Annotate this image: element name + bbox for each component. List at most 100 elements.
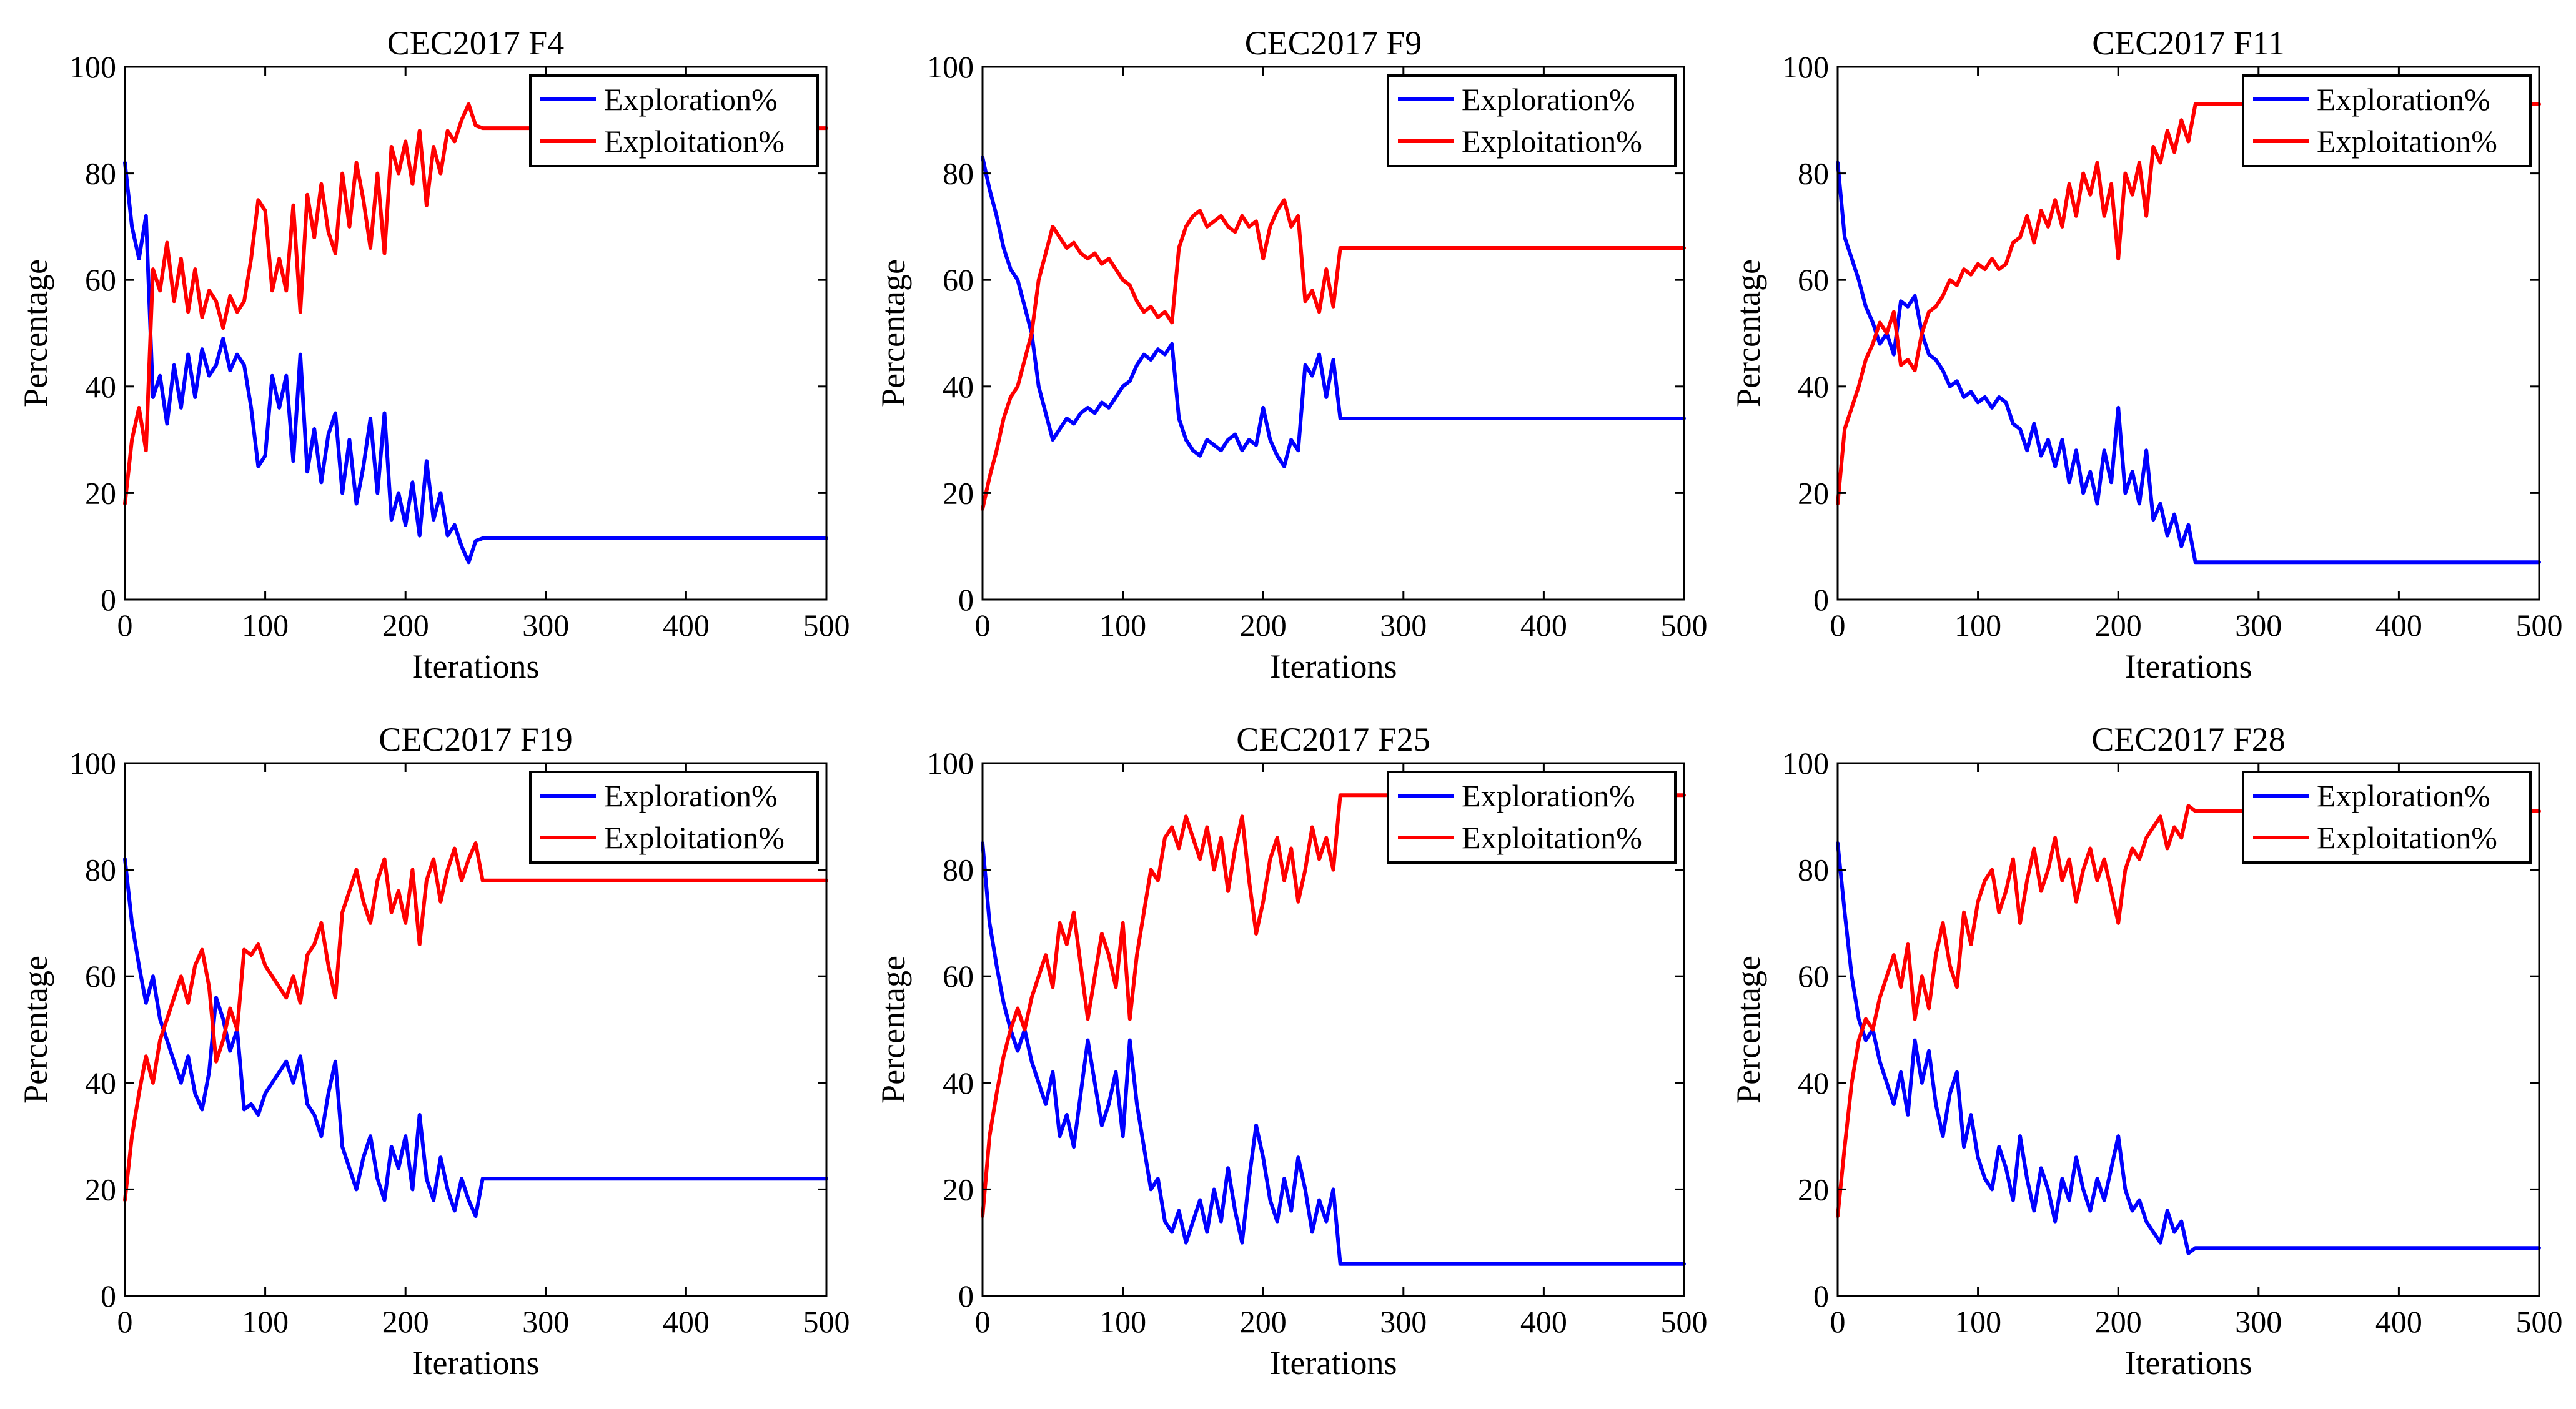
y-tick-label: 40 [85,369,116,404]
y-tick-label: 80 [943,156,974,191]
exploitation-series-line [1836,102,2541,506]
x-tick-label: 300 [1380,1304,1427,1339]
plot-area-frame [124,66,828,601]
y-tick-label: 0 [1813,582,1829,617]
x-tick-label: 400 [663,608,710,643]
y-axis-title: Percentage [1730,259,1767,407]
chart-title: CEC2017 F25 [1236,721,1430,758]
y-tick-label: 40 [1798,369,1829,404]
x-axis-title: Iterations [1270,648,1397,685]
chart-panel-4: CEC2017 F19 0 100 200 300 400 500 0 20 40 60 80 100 I… [17,721,850,1382]
x-axis-title: Iterations [1270,1344,1397,1382]
legend-box [1387,74,1677,167]
x-tick-label: 500 [803,1304,850,1339]
exploitation-series-line [981,198,1686,511]
x-tick-label: 500 [2516,1304,2563,1339]
legend-label-exploration: Exploration% [1462,778,1635,813]
x-tick-label: 300 [2235,608,2282,643]
exploration-series-line [981,156,1686,468]
x-tick-label: 400 [1520,608,1567,643]
y-tick-label: 80 [1798,853,1829,887]
y-tick-label: 100 [1782,49,1829,84]
legend-label-exploitation: Exploitation% [604,820,785,855]
exploitation-series-line [123,841,828,1202]
x-tick-label: 100 [1954,1304,2001,1339]
plot-area-frame [1836,762,2540,1297]
x-tick-label: 200 [382,608,429,643]
y-tick-label: 40 [943,1065,974,1100]
legend-label-exploration: Exploration% [1462,82,1635,117]
chart-title: CEC2017 F28 [2091,721,2286,758]
y-tick-label: 60 [1798,959,1829,994]
x-tick-label: 0 [1830,1304,1846,1339]
x-tick-label: 300 [522,1304,569,1339]
y-tick-label: 0 [101,582,116,617]
y-axis-title: Percentage [1730,956,1767,1104]
chart-title: CEC2017 F4 [387,24,565,62]
y-tick-label: 40 [943,369,974,404]
y-tick-label: 100 [927,49,974,84]
y-tick-label: 20 [1798,1172,1829,1207]
legend: Exploration% Exploitation% [1387,771,1677,864]
legend-label-exploitation: Exploitation% [2317,124,2497,159]
x-tick-label: 500 [1661,608,1708,643]
y-tick-label: 40 [1798,1065,1829,1100]
x-tick-label: 300 [2235,1304,2282,1339]
legend-box [1387,771,1677,864]
y-tick-label: 0 [958,1278,974,1313]
legend-label-exploitation: Exploitation% [1462,820,1642,855]
y-tick-label: 20 [1798,475,1829,510]
legend: Exploration% Exploitation% [1387,74,1677,167]
exploitation-series-line [123,102,828,506]
x-axis-title: Iterations [2125,1344,2252,1382]
x-axis-title: Iterations [412,648,540,685]
x-tick-label: 300 [522,608,569,643]
legend-label-exploitation: Exploitation% [1462,124,1642,159]
y-tick-label: 60 [85,959,116,994]
legend-label-exploration: Exploration% [2317,778,2490,813]
y-tick-label: 20 [943,1172,974,1207]
x-tick-label: 400 [2375,1304,2422,1339]
x-tick-label: 400 [1520,1304,1567,1339]
y-tick-label: 100 [927,746,974,781]
plot-area-frame [981,762,1685,1297]
exploration-series-line [981,841,1686,1266]
x-tick-label: 200 [1240,1304,1287,1339]
legend: Exploration% Exploitation% [529,771,819,864]
x-tick-label: 500 [2516,608,2563,643]
y-tick-label: 0 [1813,1278,1829,1313]
legend-label-exploitation: Exploitation% [2317,820,2497,855]
chart-title: CEC2017 F9 [1245,24,1422,62]
chart-panel-5: CEC2017 F25 0 100 200 300 400 500 0 20 40 60 80 100 I… [874,721,1708,1382]
x-tick-label: 0 [975,1304,991,1339]
legend-box [2242,74,2532,167]
x-tick-label: 100 [1099,1304,1146,1339]
x-tick-label: 0 [975,608,991,643]
x-tick-label: 300 [1380,608,1427,643]
x-tick-label: 500 [803,608,850,643]
legend-label-exploration: Exploration% [604,778,778,813]
exploration-series-line [123,161,828,565]
y-tick-label: 100 [1782,746,1829,781]
chart-panel-3: CEC2017 F11 0 100 200 300 400 500 0 20 40 60 80 100 I… [1730,24,2563,685]
legend: Exploration% Exploitation% [2242,74,2532,167]
x-tick-label: 500 [1661,1304,1708,1339]
x-axis-title: Iterations [2125,648,2252,685]
y-tick-label: 40 [85,1065,116,1100]
plot-area-frame [981,66,1685,601]
y-axis-title: Percentage [17,259,54,407]
y-tick-label: 20 [85,1172,116,1207]
legend-label-exploration: Exploration% [604,82,778,117]
legend-label-exploration: Exploration% [2317,82,2490,117]
x-tick-label: 200 [382,1304,429,1339]
x-tick-label: 200 [1240,608,1287,643]
x-tick-label: 0 [117,1304,133,1339]
x-tick-label: 400 [663,1304,710,1339]
legend-box [529,771,819,864]
x-tick-label: 100 [242,1304,289,1339]
legend: Exploration% Exploitation% [2242,771,2532,864]
chart-title: CEC2017 F19 [379,721,573,758]
x-tick-label: 100 [1099,608,1146,643]
chart-panel-1: CEC2017 F4 0 100 200 300 400 500 0 20 40 60 80 100 It… [17,24,850,685]
